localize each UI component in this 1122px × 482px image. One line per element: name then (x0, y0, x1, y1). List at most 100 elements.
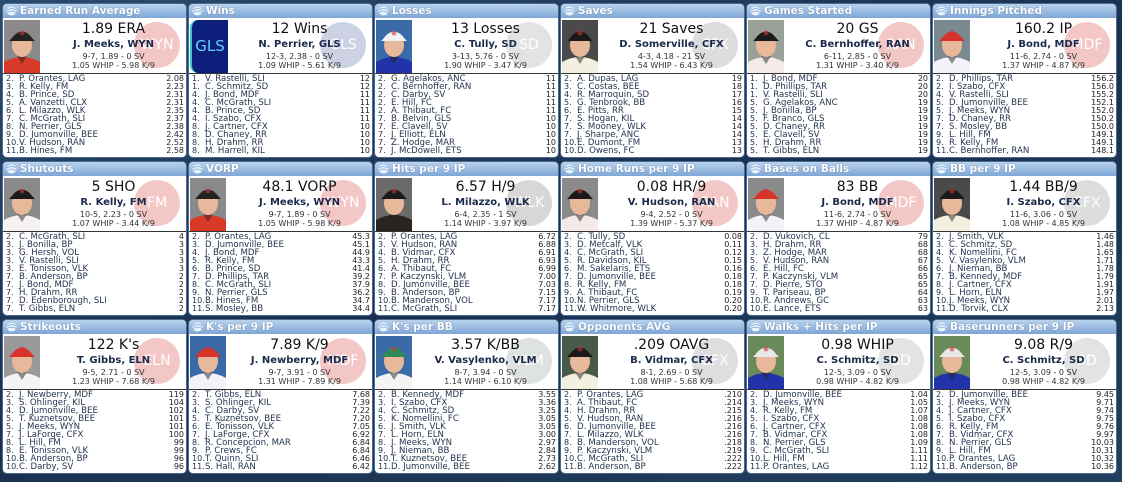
leader-name[interactable]: D. Somerville, CFX (619, 39, 724, 50)
leader-row[interactable]: 4. C. Schmitz, SD 3.25 (378, 407, 556, 416)
leader-row[interactable]: 10. B. Anderson, BP 96 (6, 455, 184, 464)
leader-row[interactable]: 3. I. Szabo, CFX 3.36 (378, 399, 556, 408)
leader-row[interactable]: 3. J. Meeks, WYN 9.71 (936, 399, 1114, 408)
leader-name[interactable]: C. Tully, SD (454, 39, 517, 50)
leader-row[interactable]: 2. C. Tully, SD 0.08 (564, 233, 742, 242)
leader-row[interactable]: 10. C. Darby, SV 96 (6, 463, 184, 472)
player-portrait[interactable] (562, 20, 598, 73)
leader-row[interactable]: 6. R. Kelly, FM 9.76 (936, 423, 1114, 432)
leader-name[interactable]: C. Schmitz, SD (816, 355, 899, 366)
leader-row[interactable]: 4. J. Bond, MDF 11 (192, 91, 370, 100)
leader-row[interactable]: 2. C. Bernhoffer, RAN 11 (378, 83, 556, 92)
leader-row[interactable]: 5. I. Szabo, CFX 9.75 (936, 415, 1114, 424)
leader-row[interactable]: 8. C. McGrath, SLI 37.9 (192, 281, 370, 290)
leader-name[interactable]: B. Vidmar, CFX (630, 355, 713, 366)
leader-row[interactable]: 2. T. Gibbs, ELN 7.68 (192, 391, 370, 400)
leader-row[interactable]: 3. Z. Hodge, MAR 68 (750, 249, 928, 258)
leader-name[interactable]: J. Bond, MDF (821, 197, 894, 208)
leader-row[interactable]: 10. J. Meeks, WYN 2.01 (936, 297, 1114, 306)
leader-row[interactable]: 9. N. Perrier, GLS 36.2 (192, 289, 370, 298)
leader-row[interactable]: 4. C. Darby, SV 7.22 (192, 407, 370, 416)
leader-name[interactable]: C. Schmitz, SD (1002, 355, 1085, 366)
leader-row[interactable]: 6. B. Prince, SD 41.4 (192, 265, 370, 274)
leader-row[interactable]: 4. I. Szabo, CFX 11 (192, 115, 370, 124)
leader-row[interactable]: 3. J. Bonilla, BP 3 (6, 241, 184, 250)
player-portrait[interactable] (4, 336, 40, 389)
leader-row[interactable]: 5. D. Chaney, RR 19 (750, 123, 928, 132)
leader-row[interactable]: 1. V. Rastelli, SLI 12 (192, 75, 370, 84)
leader-row[interactable]: 2. D. Jumonville, BEE 9.45 (936, 391, 1114, 400)
leader-row[interactable]: 8. N. Perrier, GLS 2.38 (6, 123, 184, 132)
leader-row[interactable]: 11. D. Torvik, CLX 2.13 (936, 305, 1114, 314)
leader-row[interactable]: 7. J. LaForge, CFX 6.92 (192, 431, 370, 440)
leader-name[interactable]: R. Kelly, FM (80, 197, 147, 208)
leader-name[interactable]: J. Meeks, WYN (72, 39, 155, 50)
leader-row[interactable]: 2. C. Darby, SV 11 (378, 91, 556, 100)
leader-row[interactable]: 7. T. Gibbs, ELN 2 (6, 305, 184, 314)
leader-row[interactable]: 8. R. Concepcion, MAR 6.84 (192, 439, 370, 448)
leader-row[interactable]: 7. C. McGrath, SLI 2.37 (6, 115, 184, 124)
leader-row[interactable]: 10. N. Perrier, GLS 0.20 (564, 297, 742, 306)
leader-row[interactable]: 8. M. Harrell, KIL 10 (192, 147, 370, 156)
leader-row[interactable]: 3. H. Drahm, RR 68 (750, 241, 928, 250)
leader-row[interactable]: 11. S. Hall, RAN 6.42 (192, 463, 370, 472)
leader-row[interactable]: 6. D. Jumonville, BEE .216 (564, 423, 742, 432)
leader-row[interactable]: 5. T. Gibbs, ELN 19 (750, 147, 928, 156)
leader-row[interactable]: 6. E. Pitts, RR 15 (564, 107, 742, 116)
player-portrait[interactable] (376, 20, 412, 73)
leader-name[interactable]: L. Milazzo, WLK (441, 197, 530, 208)
leader-row[interactable]: 10. E. Dumont, FM 13 (564, 139, 742, 148)
leader-row[interactable]: 2. B. Kennedy, MDF 3.55 (378, 391, 556, 400)
leader-row[interactable]: 3. V. Rastelli, SLI 3 (6, 257, 184, 266)
leader-row[interactable]: 9. R. Kelly, FM 149.1 (936, 139, 1114, 148)
leader-row[interactable]: 9. A. Thibaut, FC 0.19 (564, 289, 742, 298)
player-portrait[interactable] (4, 20, 40, 73)
leader-row[interactable]: 6. M. Sakelaris, ETS 0.16 (564, 265, 742, 274)
leader-name[interactable]: J. Bond, MDF (1007, 39, 1080, 50)
leader-row[interactable]: 2. A. Dupas, LAG 19 (564, 75, 742, 84)
leader-row[interactable]: 7. L. Horn, ELN 3.00 (378, 431, 556, 440)
leader-row[interactable]: 9. C. McGrath, SLI 1.11 (750, 447, 928, 456)
leader-row[interactable]: 4. C. McGrath, SLI 11 (192, 99, 370, 108)
leader-row[interactable]: 10. P. Orantes, LAG 10.32 (936, 455, 1114, 464)
leader-row[interactable]: 4. J. Cartner, CFX 9.74 (936, 407, 1114, 416)
leader-row[interactable]: 3. D. Metcalf, VLK 0.11 (564, 241, 742, 250)
player-portrait[interactable] (934, 20, 970, 73)
leader-row[interactable]: 10. V. Hudson, RAN 2.52 (6, 139, 184, 148)
leader-row[interactable]: 5. V. Vasylenko, VLM 1.71 (936, 257, 1114, 266)
leader-name[interactable]: J. Meeks, WYN (258, 197, 341, 208)
leader-row[interactable]: 8. E. Tonisson, VLK 99 (6, 447, 184, 456)
player-portrait[interactable] (934, 178, 970, 231)
leader-row[interactable]: 5. T. Kuznetsov, BEE 101 (6, 415, 184, 424)
leader-row[interactable]: 3. A. Thibaut, FC .214 (564, 399, 742, 408)
player-portrait[interactable] (748, 336, 784, 389)
leader-row[interactable]: 11. P. Orantes, LAG 1.12 (750, 463, 928, 472)
leader-row[interactable]: 11. S. Mosley, BB 34.4 (192, 305, 370, 314)
leader-row[interactable]: 5. G. Tenbrook, BB 16 (564, 99, 742, 108)
leader-row[interactable]: 5. F. Branco, GLS 19 (750, 115, 928, 124)
leader-row[interactable]: 7. S. Hogan, KIL 14 (564, 115, 742, 124)
leader-row[interactable]: 3. C. Schmitz, SD 1.48 (936, 241, 1114, 250)
leader-row[interactable]: 8. L. Hill, FM 99 (6, 439, 184, 448)
player-portrait[interactable] (748, 178, 784, 231)
leader-row[interactable]: 4. H. Drahm, RR .215 (564, 407, 742, 416)
leader-row[interactable]: 7. J. Elliott, ELN 10 (378, 131, 556, 140)
player-portrait[interactable] (190, 178, 226, 231)
leader-row[interactable]: 3. V. Hudson, RAN 6.88 (378, 241, 556, 250)
leader-row[interactable]: 6. E. Tonisson, VLK 7.05 (192, 423, 370, 432)
leader-row[interactable]: 9. B. Anderson, BP 7.15 (378, 289, 556, 298)
leader-row[interactable]: 2. P. Orantes, LAG .210 (564, 391, 742, 400)
leader-row[interactable]: 7. S. Mooney, WLK 14 (564, 123, 742, 132)
leader-row[interactable]: 7. D. Pierre, STO 65 (750, 281, 928, 290)
leader-row[interactable]: 2. A. Thibaut, FC 11 (378, 107, 556, 116)
leader-row[interactable]: 10. L. Hill, FM 1.11 (750, 455, 928, 464)
leader-row[interactable]: 2. P. Orantes, LAG 45.3 (192, 233, 370, 242)
leader-row[interactable]: 10. E. Lance, ETS 63 (750, 305, 928, 314)
leader-row[interactable]: 10. B. Hines, FM 34.7 (192, 297, 370, 306)
player-portrait[interactable] (934, 336, 970, 389)
leader-row[interactable]: 5. E. Clavell, SV 19 (750, 131, 928, 140)
leader-row[interactable]: 2. D. Jumonville, BEE 1.04 (750, 391, 928, 400)
leader-row[interactable]: 6. J. Cartner, CFX 1.08 (750, 423, 928, 432)
leader-row[interactable]: 4. B. Vidmar, CFX 6.91 (378, 249, 556, 258)
leader-row[interactable]: 6. A. Thibaut, FC 6.99 (378, 265, 556, 274)
